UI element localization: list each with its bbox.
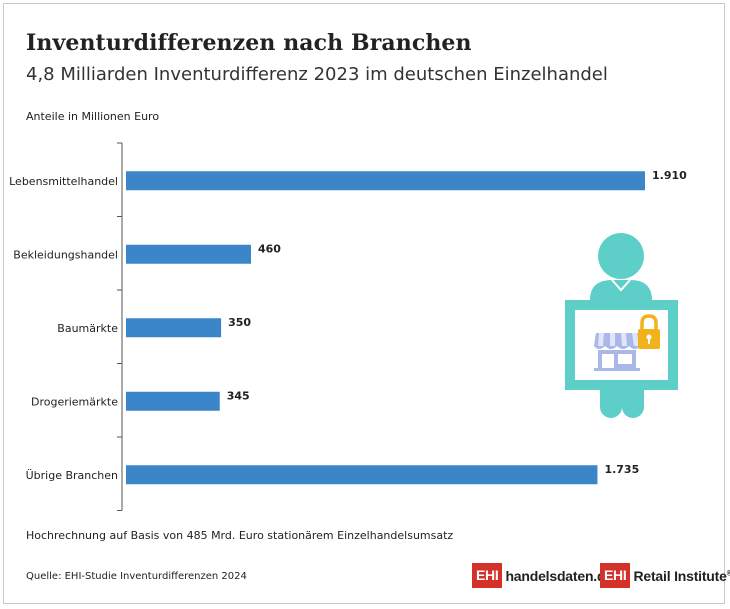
handelsdaten-logo-text: handelsdaten.de: [505, 567, 613, 584]
retail-institute-text: Retail Institute: [633, 567, 727, 584]
ehi-logo-mark: EHI: [600, 563, 631, 588]
bar: [126, 244, 251, 264]
value-label: 460: [258, 242, 281, 255]
value-label: 1.735: [604, 463, 639, 476]
category-label: Lebensmittelhandel: [9, 175, 118, 188]
chart-subtitle: 4,8 Milliarden Inventurdifferenz 2023 im…: [26, 64, 608, 85]
registered-mark: ®: [726, 569, 730, 577]
lock-icon: [638, 314, 660, 349]
value-label: 345: [227, 389, 250, 402]
handelsdaten-logo[interactable]: EHI handelsdaten.de: [472, 563, 613, 588]
category-label: Baumärkte: [57, 322, 118, 335]
source-note: Quelle: EHI-Studie Inventurdifferenzen 2…: [26, 571, 247, 582]
retail-institute-logo[interactable]: EHI Retail Institute®: [600, 563, 730, 588]
value-label: 1.910: [652, 169, 687, 182]
unit-label: Anteile in Millionen Euro: [26, 110, 160, 123]
bar: [126, 391, 220, 411]
person-holding-store-lock-sign-icon: [565, 233, 678, 418]
bar: [126, 171, 645, 191]
ehi-logo-mark: EHI: [472, 563, 503, 588]
footnote: Hochrechnung auf Basis von 485 Mrd. Euro…: [26, 529, 454, 542]
retail-institute-logo-text: Retail Institute®: [633, 568, 730, 584]
bar: [126, 318, 222, 338]
store-icon: [594, 333, 640, 371]
chart-title: Inventurdifferenzen nach Branchen: [26, 30, 472, 56]
person-collar: [611, 279, 631, 292]
category-label: Bekleidungshandel: [13, 248, 118, 261]
value-label: 350: [228, 316, 251, 329]
category-label: Drogeriemärkte: [31, 395, 118, 408]
bar: [126, 465, 598, 485]
category-label: Übrige Branchen: [26, 469, 118, 482]
chart-frame: [3, 3, 725, 604]
person-head: [598, 233, 644, 279]
